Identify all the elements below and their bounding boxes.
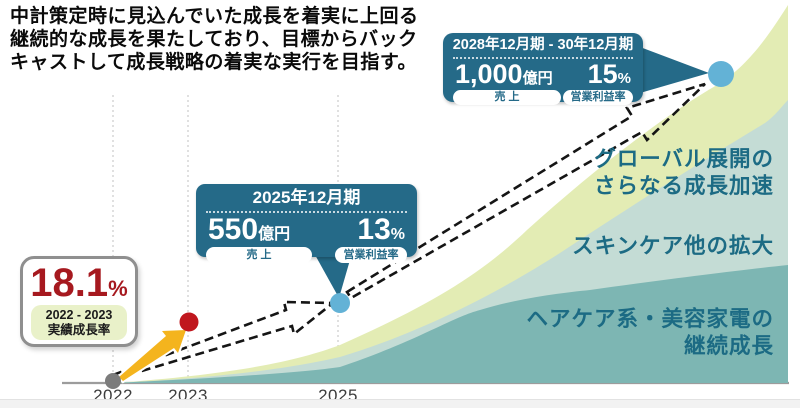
target-2025-box: 2025年12月期 550億円 13% 売 上 営業利益率 [196, 184, 417, 263]
dotted-separator [206, 210, 407, 213]
label-line: さらなる成長加速 [593, 174, 774, 198]
intro-line-2: 継続的な成長を果たしており、目標からバック [10, 29, 418, 50]
intro-line-3: キャストして成長戦略の着実な実行を目指す。 [10, 52, 418, 73]
revenue-label-pill: 売 上 [206, 247, 312, 263]
revenue-value: 550 [208, 213, 259, 246]
area-haircare-growth [113, 265, 788, 383]
data-point-2023-actual [179, 312, 199, 332]
growth-rate-value: 18.1 [30, 261, 109, 305]
label-global-expansion: グローバル展開の さらなる成長加速 [520, 146, 774, 200]
label-skincare-expansion: スキンケア他の拡大 [516, 233, 774, 260]
growth-rate-period-pill: 2022 - 2023 実績成長率 [31, 305, 127, 340]
margin-value: 13 [357, 213, 391, 246]
margin-unit: % [390, 226, 405, 243]
revenue-label-pill: 売 上 [453, 90, 561, 105]
revenue-unit: 億円 [258, 226, 291, 243]
revenue-value: 1,000 [455, 59, 523, 89]
actual-growth-arrow-icon [116, 327, 189, 384]
pointer-triangle-2025-box [314, 253, 352, 298]
pointer-triangle-2028-box [640, 47, 709, 93]
label-line: グローバル展開の [594, 147, 774, 171]
data-point-2025-target [330, 293, 350, 313]
revenue-unit: 億円 [522, 70, 553, 87]
target-2028-revenue: 1,000億円 [455, 60, 553, 89]
label-line: 継続成長 [683, 334, 774, 358]
margin-label-pill: 営業利益率 [563, 90, 633, 105]
data-point-2028-target [708, 61, 734, 87]
growth-rate-unit: % [108, 276, 128, 301]
target-2028-box: 2028年12月期 - 30年12月期 1,000億円 15% 売 上 営業利益… [443, 33, 643, 105]
target-2028-period: 2028年12月期 - 30年12月期 [452, 37, 634, 53]
growth-rate-period: 2022 - 2023 [45, 308, 113, 322]
actual-growth-rate: 18.1% [23, 262, 135, 304]
intro-line-1: 中計策定時に見込んでいた成長を着実に上回る [10, 6, 419, 27]
growth-rate-label: 実績成長率 [47, 323, 111, 337]
dashed-trajectory-arrow-2025-2028 [345, 82, 706, 300]
dotted-separator [453, 56, 633, 59]
margin-label-pill: 営業利益率 [335, 247, 407, 263]
target-2025-values: 550億円 13% [204, 214, 409, 246]
actual-growth-callout: 18.1% 2022 - 2023 実績成長率 [20, 256, 138, 347]
intro-text: 中計策定時に見込んでいた成長を着実に上回る 継続的な成長を果たしており、目標から… [10, 5, 460, 74]
target-2025-revenue: 550億円 [208, 214, 290, 246]
target-2028-margin: 15% [588, 60, 631, 89]
margin-value: 15 [587, 59, 618, 89]
dashed-trajectory-arrow-2022-2025 [111, 300, 337, 381]
label-line: ヘアケア系・美容家電の [526, 307, 774, 331]
target-2028-values: 1,000億円 15% [451, 60, 635, 89]
target-2025-period: 2025年12月期 [252, 188, 361, 207]
target-2028-pills: 売 上 営業利益率 [451, 90, 635, 105]
label-haircare-growth: ヘアケア系・美容家電の 継続成長 [478, 306, 774, 360]
margin-unit: % [617, 70, 631, 87]
data-point-2022 [105, 373, 121, 389]
target-2025-pills: 売 上 営業利益率 [204, 247, 409, 263]
target-2025-margin: 13% [357, 214, 405, 246]
label-line: スキンケア他の拡大 [572, 234, 774, 258]
slide-bottom-strip [0, 399, 800, 408]
